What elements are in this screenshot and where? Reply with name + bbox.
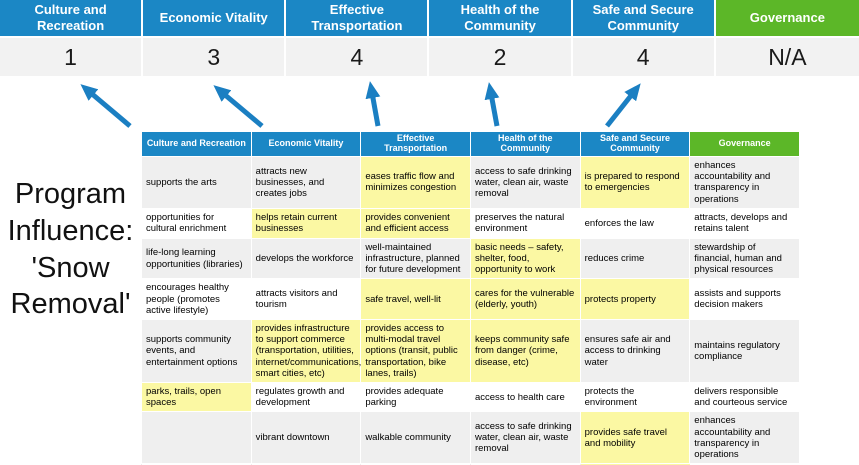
matrix-cell: assists and supports decision makers bbox=[689, 278, 800, 321]
category-score: N/A bbox=[715, 38, 859, 76]
category-score: 2 bbox=[429, 38, 573, 76]
matrix-cell-highlighted: provides access to multi-modal travel op… bbox=[360, 319, 471, 384]
matrix-row: vibrant downtown walkable community access… bbox=[141, 411, 800, 465]
score-column: Economic Vitality 3 bbox=[143, 0, 287, 76]
matrix-row: parks, trails, open spaces regulates grow… bbox=[141, 382, 800, 413]
matrix-cell-highlighted: eases traffic flow and minimizes congest… bbox=[360, 156, 471, 209]
matrix-cell: supports the arts bbox=[141, 156, 252, 209]
influence-arrow bbox=[605, 83, 641, 128]
program-title-line: Influence: bbox=[7, 214, 134, 247]
matrix-cell: preserves the natural environment bbox=[469, 207, 581, 239]
matrix-row: supports community events, and entertain… bbox=[141, 319, 800, 384]
matrix-cell: supports community events, and entertain… bbox=[141, 319, 252, 384]
influence-matrix: Culture and Recreation Economic Vitality E… bbox=[141, 131, 800, 465]
matrix-header-cell: Safe and Secure Community bbox=[579, 131, 691, 157]
category-score: 3 bbox=[143, 38, 287, 76]
matrix-row: life-long learning opportunities (librar… bbox=[141, 237, 800, 280]
matrix-cell: stewardship of financial, human and phys… bbox=[689, 237, 800, 280]
matrix-header-cell: Governance bbox=[689, 131, 800, 157]
matrix-cell: access to safe drinking water, clean air… bbox=[469, 411, 581, 465]
matrix-cell: attracts, develops and retains talent bbox=[689, 207, 800, 239]
matrix-cell-highlighted: provides safe travel and mobility bbox=[579, 411, 691, 465]
category-score: 4 bbox=[286, 38, 430, 76]
matrix-cell: attracts visitors and tourism bbox=[250, 278, 362, 321]
category-header: Safe and Secure Community bbox=[572, 0, 716, 38]
matrix-cell: vibrant downtown bbox=[250, 411, 362, 465]
matrix-row: supports the arts attracts new businesses… bbox=[141, 156, 800, 209]
matrix-row: looks after it's most vulnerable bbox=[141, 463, 800, 465]
program-title-line: Program bbox=[14, 178, 127, 210]
matrix-cell-highlighted: keeps community safe from danger (crime,… bbox=[469, 319, 581, 384]
matrix-cell: access to health care bbox=[469, 382, 581, 413]
matrix-header-row: Culture and Recreation Economic Vitality E… bbox=[141, 131, 800, 157]
matrix-cell-highlighted: looks after it's most vulnerable bbox=[579, 463, 691, 465]
influence-arrow bbox=[365, 81, 381, 127]
matrix-cell: enhances accountability and transparency… bbox=[689, 156, 800, 209]
matrix-cell: regulates growth and development bbox=[250, 382, 362, 413]
matrix-header-cell: Health of the Community bbox=[469, 131, 581, 157]
matrix-cell: life-long learning opportunities (librar… bbox=[141, 237, 252, 280]
matrix-cell: maintains regulatory compliance bbox=[689, 319, 800, 384]
score-column: Governance N/A bbox=[715, 0, 859, 76]
category-header: Effective Transportation bbox=[286, 0, 430, 38]
score-column: Health of the Community 2 bbox=[429, 0, 573, 76]
matrix-cell-highlighted: basic needs – safety, shelter, food, opp… bbox=[469, 237, 581, 280]
matrix-cell-highlighted: parks, trails, open spaces bbox=[141, 382, 252, 413]
category-header: Health of the Community bbox=[429, 0, 573, 38]
score-column: Culture and Recreation 1 bbox=[0, 0, 144, 76]
matrix-cell-highlighted: cares for the vulnerable (elderly, youth… bbox=[469, 278, 581, 321]
matrix-cell: well-maintained infrastructure, planned … bbox=[360, 237, 471, 280]
influence-arrow bbox=[484, 82, 500, 127]
influence-arrow bbox=[80, 84, 132, 128]
category-header: Economic Vitality bbox=[143, 0, 287, 38]
matrix-cell: develops the workforce bbox=[250, 237, 362, 280]
score-column: Effective Transportation 4 bbox=[286, 0, 430, 76]
matrix-header-cell: Culture and Recreation bbox=[141, 131, 252, 157]
matrix-cell: walkable community bbox=[360, 411, 471, 465]
program-title-line: 'Snow bbox=[31, 251, 110, 284]
matrix-header-cell: Effective Transportation bbox=[360, 131, 471, 157]
scoreboard: Culture and Recreation 1 Economic Vitality… bbox=[0, 0, 859, 76]
category-header: Governance bbox=[715, 0, 859, 38]
matrix-cell: access to safe drinking water, clean air… bbox=[469, 156, 581, 209]
matrix-cell: provides adequate parking bbox=[360, 382, 471, 413]
influence-arrows bbox=[80, 81, 641, 128]
matrix-cell: reduces crime bbox=[579, 237, 691, 280]
matrix-row: encourages healthy people (promotes acti… bbox=[141, 278, 800, 321]
matrix-cell: protects the environment bbox=[579, 382, 691, 413]
matrix-cell: enforces the law bbox=[579, 207, 691, 239]
matrix-cell bbox=[141, 411, 252, 465]
matrix-cell: opportunities for cultural enrichment bbox=[141, 207, 252, 239]
matrix-header-cell: Economic Vitality bbox=[250, 131, 362, 157]
matrix-cell: attracts new businesses, and creates job… bbox=[250, 156, 362, 209]
matrix-cell: delivers responsible and courteous servi… bbox=[689, 382, 800, 413]
category-score: 1 bbox=[0, 38, 144, 76]
matrix-cell: enhances accountability and transparency… bbox=[689, 411, 800, 465]
matrix-cell-highlighted: protects property bbox=[579, 278, 691, 321]
matrix-cell bbox=[689, 463, 800, 465]
program-influence-title: Program Influence: 'Snow Removal' bbox=[0, 176, 141, 323]
category-header: Culture and Recreation bbox=[0, 0, 144, 38]
matrix-cell-highlighted: provides infrastructure to support comme… bbox=[250, 319, 362, 384]
matrix-cell: encourages healthy people (promotes acti… bbox=[141, 278, 252, 321]
matrix-cell-highlighted: provides convenient and efficient access bbox=[360, 207, 471, 239]
program-title-line: Removal' bbox=[10, 288, 131, 321]
influence-arrow bbox=[213, 85, 264, 128]
matrix-cell-highlighted: is prepared to respond to emergencies bbox=[579, 156, 691, 209]
category-score: 4 bbox=[572, 38, 716, 76]
matrix-cell-highlighted: helps retain current businesses bbox=[250, 207, 362, 239]
matrix-row: opportunities for cultural enrichment hel… bbox=[141, 207, 800, 239]
matrix-cell: ensures safe air and access to drinking … bbox=[579, 319, 691, 384]
score-column: Safe and Secure Community 4 bbox=[572, 0, 716, 76]
matrix-cell-highlighted: safe travel, well-lit bbox=[360, 278, 471, 321]
